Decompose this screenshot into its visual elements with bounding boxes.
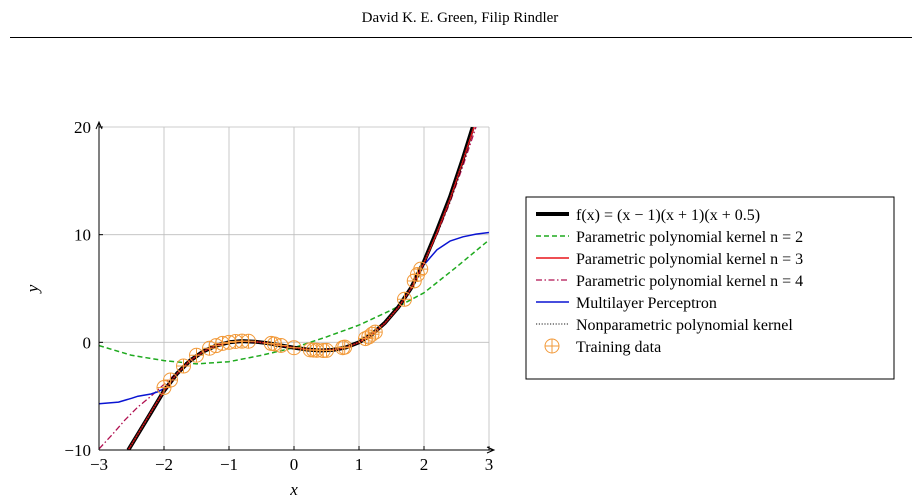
header-rule bbox=[10, 37, 912, 38]
legend-label: Multilayer Perceptron bbox=[576, 295, 717, 312]
training-point bbox=[241, 333, 256, 349]
y-tick-label: 10 bbox=[74, 226, 91, 245]
legend-entry: f(x) = (x − 1)(x + 1)(x + 0.5) bbox=[536, 207, 760, 224]
series-line-1 bbox=[99, 239, 489, 365]
legend-label: Parametric polynomial kernel n = 2 bbox=[576, 229, 803, 246]
legend-label: f(x) = (x − 1)(x + 1)(x + 0.5) bbox=[576, 207, 760, 224]
training-point bbox=[263, 335, 279, 351]
series-line-0 bbox=[126, 127, 475, 450]
legend-entry: Training data bbox=[544, 338, 661, 356]
legend-label: Nonparametric polynomial kernel bbox=[576, 317, 793, 334]
training-point bbox=[367, 324, 383, 340]
x-tick-label: 0 bbox=[290, 455, 299, 474]
x-tick-label: −1 bbox=[220, 455, 238, 474]
legend-label: Training data bbox=[576, 339, 661, 356]
series-line-5 bbox=[127, 127, 474, 450]
training-point bbox=[337, 339, 353, 355]
legend-entry: Parametric polynomial kernel n = 3 bbox=[536, 251, 803, 268]
x-axis-label: x bbox=[289, 480, 298, 499]
training-point bbox=[189, 347, 204, 363]
training-point bbox=[176, 358, 191, 374]
x-tick-label: −2 bbox=[155, 455, 173, 474]
legend-label: Parametric polynomial kernel n = 4 bbox=[576, 273, 803, 290]
series-line-2 bbox=[127, 127, 475, 450]
legend-box bbox=[525, 196, 895, 380]
y-tick-label: 0 bbox=[83, 333, 92, 352]
y-axis-label: y bbox=[23, 284, 42, 294]
legend-entry: Parametric polynomial kernel n = 4 bbox=[536, 273, 803, 290]
training-point bbox=[364, 326, 380, 342]
legend-entry: Parametric polynomial kernel n = 2 bbox=[536, 229, 803, 246]
training-point bbox=[397, 291, 412, 307]
plot-area bbox=[99, 127, 489, 450]
x-tick-label: 2 bbox=[420, 455, 429, 474]
x-tick-label: −3 bbox=[90, 455, 108, 474]
series-line-3 bbox=[99, 127, 477, 450]
training-point bbox=[273, 337, 289, 353]
training-point bbox=[413, 261, 429, 277]
legend-entry: Multilayer Perceptron bbox=[536, 295, 717, 312]
legend: f(x) = (x − 1)(x + 1)(x + 0.5) Parametric… bbox=[525, 196, 895, 380]
y-tick-label: −10 bbox=[64, 441, 91, 460]
legend-entry: Nonparametric polynomial kernel bbox=[536, 317, 793, 334]
page-header: David K. E. Green, Filip Rindler bbox=[361, 10, 559, 26]
x-tick-label: 1 bbox=[355, 455, 364, 474]
y-tick-label: 20 bbox=[74, 118, 91, 137]
x-tick-label: 3 bbox=[485, 455, 494, 474]
training-point bbox=[163, 372, 178, 388]
training-point bbox=[319, 342, 334, 358]
training-point bbox=[286, 340, 302, 356]
legend-label: Parametric polynomial kernel n = 3 bbox=[576, 251, 803, 268]
